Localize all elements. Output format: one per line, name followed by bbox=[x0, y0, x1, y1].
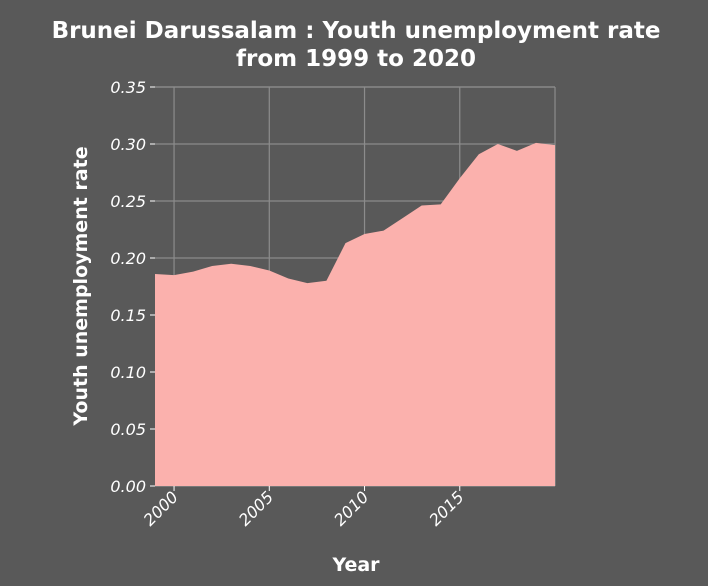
x-axis-label: Year bbox=[331, 554, 380, 576]
x-tick-label: 2010 bbox=[330, 487, 372, 529]
y-tick-label: 0.30 bbox=[110, 135, 146, 154]
y-axis-label: Youth unemployment rate bbox=[70, 146, 92, 426]
x-tick-label: 2005 bbox=[235, 487, 277, 529]
chart-title-line-2: from 1999 to 2020 bbox=[236, 46, 476, 72]
y-tick-label: 0.00 bbox=[110, 477, 146, 496]
y-tick-label: 0.05 bbox=[110, 420, 146, 439]
y-tick-label: 0.25 bbox=[110, 192, 146, 211]
y-tick-label: 0.35 bbox=[110, 78, 146, 97]
y-tick-label: 0.20 bbox=[110, 249, 146, 268]
x-tick-label: 2015 bbox=[425, 487, 467, 529]
chart-title-line-1: Brunei Darussalam : Youth unemployment r… bbox=[52, 18, 661, 44]
plot-area bbox=[155, 142, 555, 487]
y-tick-label: 0.10 bbox=[110, 363, 146, 382]
y-tick-label: 0.15 bbox=[110, 306, 146, 325]
area-series-0 bbox=[155, 142, 555, 487]
